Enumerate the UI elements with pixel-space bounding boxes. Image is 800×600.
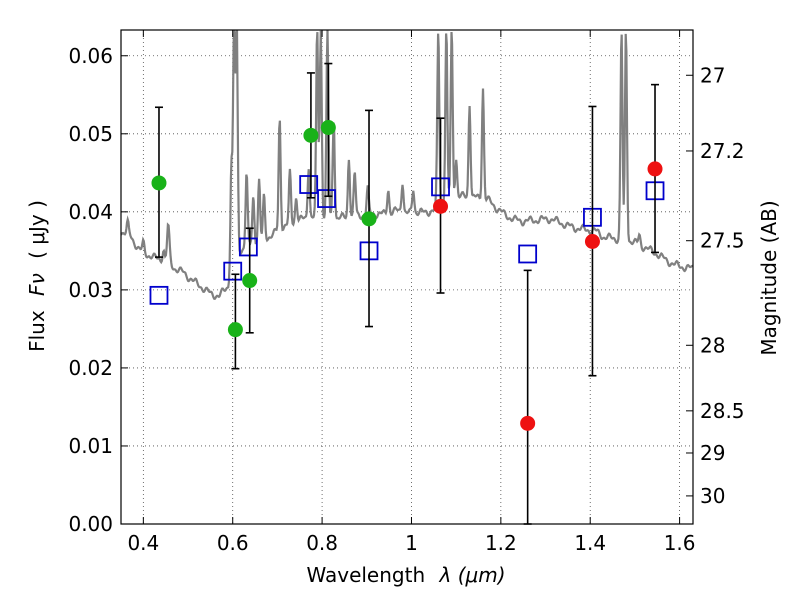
green-data-point bbox=[242, 273, 258, 289]
y-axis-symbol: Fν bbox=[25, 273, 49, 296]
model-square-marker bbox=[149, 285, 169, 305]
x-tick-label: 0.4 bbox=[127, 531, 159, 555]
x-axis-title: Wavelength λ (μm) bbox=[306, 563, 505, 587]
x-tick-label: 1.6 bbox=[664, 531, 696, 555]
y-axis-unit: ( μJy ) bbox=[25, 200, 49, 259]
model-square-marker bbox=[223, 261, 243, 281]
right-tick-label: 27.2 bbox=[700, 139, 745, 163]
right-tick-label: 27.5 bbox=[700, 229, 745, 253]
model-square-marker bbox=[317, 189, 336, 208]
right-tick-label: 27 bbox=[700, 63, 725, 87]
y-axis-label: Flux bbox=[25, 310, 49, 352]
red-data-point bbox=[520, 415, 536, 431]
right-tick-label: 28 bbox=[700, 333, 725, 357]
green-data-point bbox=[320, 120, 336, 136]
green-data-point bbox=[361, 211, 377, 227]
axis-ticks: 0.4 0.6 0.8 1 1.2 1.4 1.6 0.00 0.01 0.02 0.03 0.04 0… bbox=[68, 30, 745, 555]
y-tick-label: 0.00 bbox=[68, 512, 113, 536]
data-points bbox=[149, 62, 665, 525]
green-data-point bbox=[227, 322, 243, 338]
model-square-marker bbox=[299, 175, 319, 194]
x-axis-symbol: λ (μm) bbox=[439, 563, 506, 587]
y-tick-label: 0.01 bbox=[68, 434, 113, 458]
green-data-point bbox=[151, 175, 167, 191]
x-tick-label: 0.8 bbox=[306, 531, 338, 555]
red-data-point bbox=[584, 233, 600, 249]
x-tick-label: 1.2 bbox=[485, 531, 517, 555]
red-data-point bbox=[433, 198, 449, 214]
model-square-marker bbox=[238, 237, 258, 257]
green-data-point bbox=[303, 127, 319, 143]
y-tick-label: 0.04 bbox=[68, 200, 113, 224]
right-tick-label: 30 bbox=[700, 484, 725, 508]
red-data-point bbox=[647, 161, 663, 177]
model-square-marker bbox=[518, 244, 538, 264]
y-axis-title: Flux Fν ( μJy ) bbox=[25, 200, 49, 352]
right-tick-label: 28.5 bbox=[700, 399, 745, 423]
grid-lines bbox=[121, 30, 693, 525]
x-tick-label: 1 bbox=[405, 531, 418, 555]
model-spectrum bbox=[120, 29, 694, 300]
right-axis-title: Magnitude (AB) bbox=[757, 200, 781, 355]
x-tick-label: 0.6 bbox=[217, 531, 249, 555]
right-tick-label: 29 bbox=[700, 441, 725, 465]
y-tick-label: 0.05 bbox=[68, 122, 113, 146]
y-tick-label: 0.06 bbox=[68, 44, 113, 68]
y-tick-label: 0.02 bbox=[68, 356, 113, 380]
x-tick-label: 1.4 bbox=[574, 531, 606, 555]
spectrum-line bbox=[120, 29, 694, 300]
x-axis-label: Wavelength bbox=[306, 563, 425, 587]
y-tick-label: 0.03 bbox=[68, 278, 113, 302]
plot-frame bbox=[120, 29, 694, 525]
